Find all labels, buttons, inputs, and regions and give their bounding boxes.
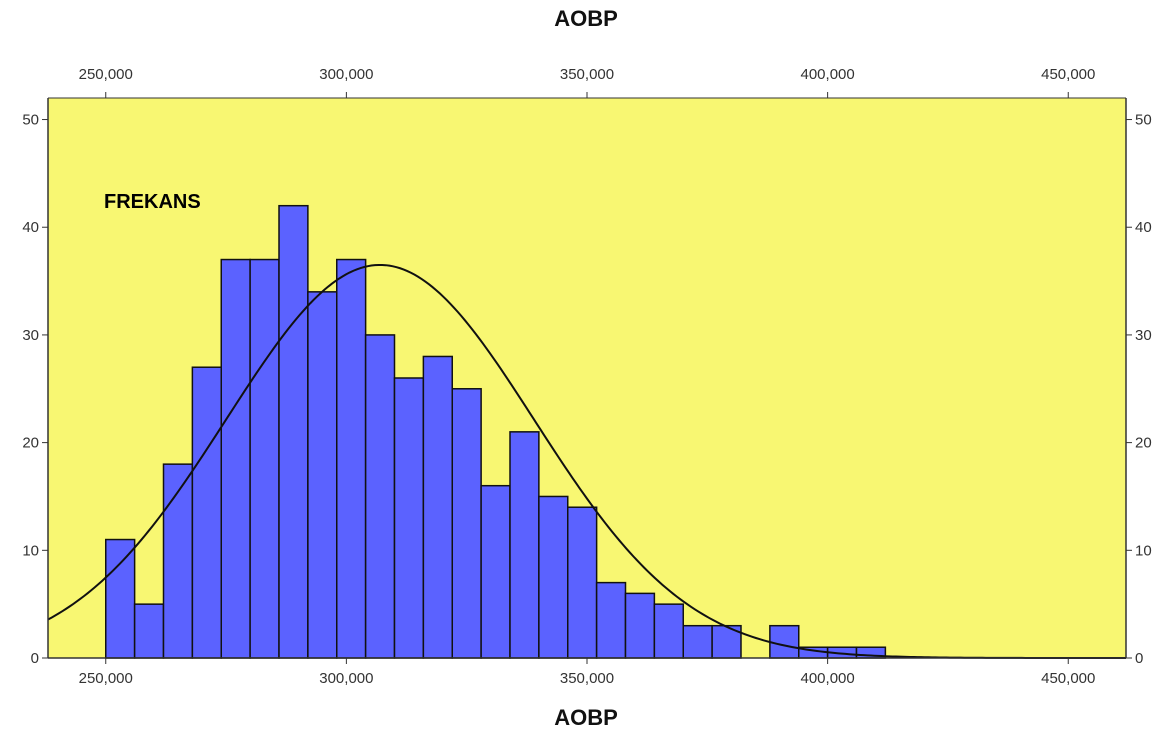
- y-tick-label-left: 40: [22, 219, 39, 236]
- histogram-bar: [624, 592, 656, 659]
- x-tick-label-bottom: 250,000: [79, 670, 133, 687]
- x-tick-label-top: 350,000: [560, 66, 614, 83]
- y-tick-label-left: 10: [22, 542, 39, 559]
- x-tick-label-bottom: 400,000: [801, 670, 855, 687]
- bars-group: [105, 204, 887, 659]
- histogram-bar: [682, 624, 713, 659]
- histogram-bar: [653, 603, 684, 659]
- histogram-bar: [191, 366, 222, 659]
- histogram-bar: [162, 463, 194, 659]
- histogram-bar: [567, 506, 598, 659]
- x-tick-label-top: 250,000: [79, 66, 133, 83]
- y-tick-label-left: 0: [31, 650, 39, 667]
- y-tick-label-right: 30: [1135, 327, 1152, 344]
- histogram-bar: [278, 204, 309, 659]
- histogram-bar: [451, 388, 482, 659]
- histogram-bar: [133, 603, 165, 659]
- x-tick-label-bottom: 300,000: [319, 670, 373, 687]
- y-tick-label-right: 50: [1135, 112, 1152, 129]
- frequency-label: FREKANS: [104, 191, 201, 213]
- chart-title-top: AOBP: [554, 6, 618, 31]
- histogram-bar: [336, 258, 367, 659]
- y-tick-label-right: 10: [1135, 542, 1152, 559]
- x-tick-label-bottom: 450,000: [1041, 670, 1095, 687]
- x-tick-label-top: 450,000: [1041, 66, 1095, 83]
- histogram-bar: [105, 538, 136, 659]
- histogram-bar: [595, 581, 627, 659]
- y-tick-label-right: 40: [1135, 219, 1152, 236]
- y-tick-label-left: 20: [22, 435, 39, 452]
- histogram-bar: [480, 484, 511, 659]
- x-tick-label-top: 300,000: [319, 66, 373, 83]
- histogram-bar: [307, 291, 338, 659]
- histogram-bar: [393, 377, 425, 659]
- y-tick-label-right: 20: [1135, 435, 1152, 452]
- histogram-bar: [249, 258, 280, 659]
- y-tick-label-right: 0: [1135, 650, 1143, 667]
- x-tick-label-bottom: 350,000: [560, 670, 614, 687]
- histogram-bar: [364, 334, 396, 659]
- histogram-bar: [509, 431, 540, 659]
- x-axis-title: AOBP: [554, 705, 618, 730]
- histogram-bar: [422, 355, 453, 659]
- histogram-bar: [220, 258, 251, 659]
- tick-labels-group: 250,000 250,000 300,000 300,000 350,000 350,0…: [22, 66, 1151, 687]
- histogram-bar: [538, 495, 569, 659]
- x-tick-label-top: 400,000: [801, 66, 855, 83]
- histogram-bar: [769, 624, 800, 659]
- y-tick-label-left: 50: [22, 112, 39, 129]
- y-tick-label-left: 30: [22, 327, 39, 344]
